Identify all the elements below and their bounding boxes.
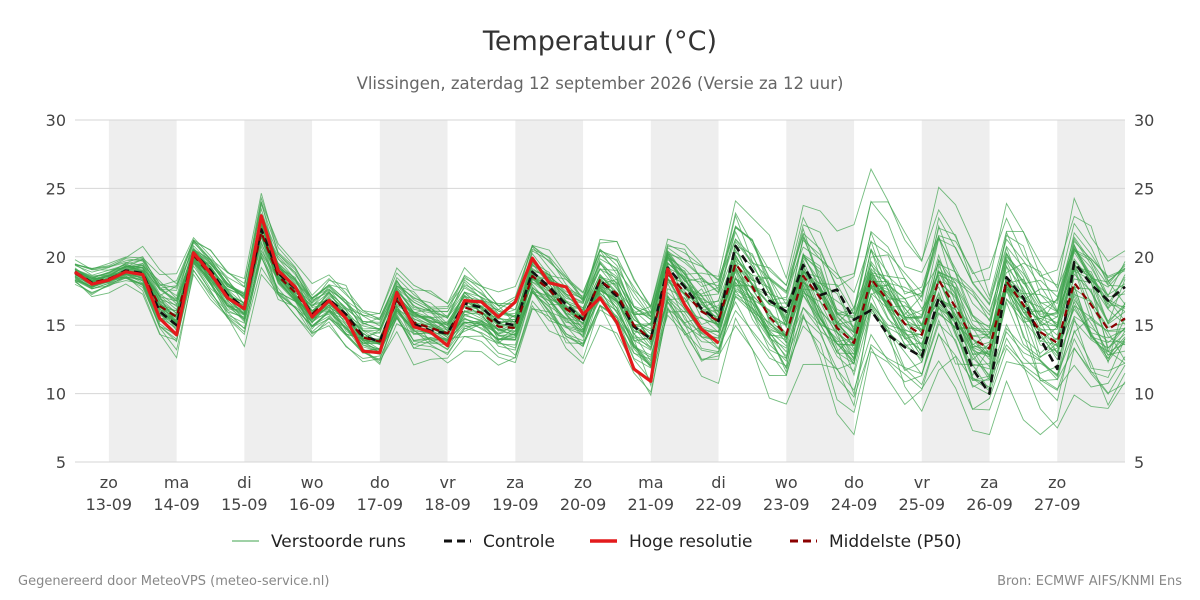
ensemble-member-47 <box>74 193 1126 333</box>
y-tick-left-5: 5 <box>56 453 66 472</box>
x-tick-date-11: 24-09 <box>831 495 878 514</box>
x-tick-weekday-0: zo <box>100 473 118 492</box>
x-tick-weekday-2: di <box>237 473 252 492</box>
x-tick-date-9: 22-09 <box>695 495 742 514</box>
y-axis-ticks: 5 5 10 10 15 15 20 20 25 25 30 30 <box>46 111 1155 472</box>
ensemble-member-46 <box>74 251 1126 388</box>
x-tick-date-3: 16-09 <box>289 495 336 514</box>
x-tick-date-6: 19-09 <box>492 495 539 514</box>
y-tick-left-20: 20 <box>46 248 66 267</box>
x-tick-weekday-5: vr <box>440 473 456 492</box>
x-tick-weekday-7: zo <box>574 473 592 492</box>
x-tick-weekday-11: do <box>844 473 864 492</box>
x-tick-weekday-1: ma <box>164 473 189 492</box>
y-tick-left-10: 10 <box>46 385 66 404</box>
chart-title: Temperatuur (°C) <box>482 26 717 57</box>
legend-label-3: Middelste (P50) <box>829 532 962 552</box>
x-tick-weekday-12: vr <box>914 473 930 492</box>
legend-label-0: Verstoorde runs <box>271 532 406 552</box>
x-tick-weekday-9: di <box>711 473 726 492</box>
legend: Verstoorde runs Controle Hoge resolutie Mid… <box>232 532 962 552</box>
x-tick-date-1: 14-09 <box>153 495 200 514</box>
y-tick-right-30: 30 <box>1134 111 1154 130</box>
y-tick-right-25: 25 <box>1134 179 1154 198</box>
x-axis-ticks: zo 13-09 ma 14-09 di 15-09 wo 16-09 do 17-09 vr 18-… <box>86 473 1081 514</box>
ensemble-member-49 <box>74 242 1126 382</box>
x-tick-weekday-3: wo <box>301 473 324 492</box>
x-tick-weekday-14: zo <box>1048 473 1066 492</box>
x-tick-date-14: 27-09 <box>1034 495 1081 514</box>
y-tick-left-30: 30 <box>46 111 66 130</box>
day-band-17-09 <box>379 120 448 462</box>
x-tick-weekday-6: za <box>506 473 524 492</box>
main-series <box>74 214 1126 395</box>
x-tick-date-2: 15-09 <box>221 495 268 514</box>
ensemble-member-22 <box>74 167 1126 317</box>
chart-subtitle: Vlissingen, zaterdag 12 september 2026 (… <box>357 74 844 93</box>
x-tick-date-8: 21-09 <box>628 495 675 514</box>
x-tick-date-7: 20-09 <box>560 495 607 514</box>
x-tick-weekday-4: do <box>370 473 390 492</box>
ensemble-member-50 <box>74 261 1126 436</box>
x-tick-date-0: 13-09 <box>86 495 133 514</box>
x-tick-date-12: 25-09 <box>899 495 946 514</box>
x-tick-date-5: 18-09 <box>424 495 471 514</box>
series-line-hoge-resolutie <box>74 214 720 383</box>
ensemble-member-43 <box>74 273 1126 436</box>
x-tick-date-4: 17-09 <box>357 495 404 514</box>
y-tick-right-20: 20 <box>1134 248 1154 267</box>
footer-generator: Gegenereerd door MeteoVPS (meteo-service… <box>18 574 329 589</box>
y-tick-left-25: 25 <box>46 179 66 198</box>
y-tick-right-5: 5 <box>1134 453 1144 472</box>
y-tick-right-15: 15 <box>1134 316 1154 335</box>
x-tick-date-10: 23-09 <box>763 495 810 514</box>
day-shading <box>108 120 1125 462</box>
x-tick-date-13: 26-09 <box>966 495 1013 514</box>
legend-label-2: Hoge resolutie <box>629 532 753 552</box>
x-tick-weekday-8: ma <box>638 473 663 492</box>
x-tick-weekday-10: wo <box>775 473 798 492</box>
y-tick-left-15: 15 <box>46 316 66 335</box>
legend-label-1: Controle <box>483 532 555 552</box>
x-tick-weekday-13: za <box>980 473 998 492</box>
footer-source: Bron: ECMWF AIFS/KNMI Ens <box>997 574 1182 589</box>
y-tick-right-10: 10 <box>1134 385 1154 404</box>
ensemble-member-18 <box>74 249 1126 370</box>
